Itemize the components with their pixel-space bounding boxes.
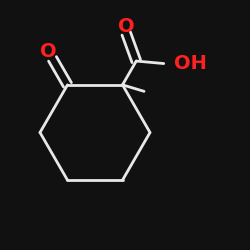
Text: O: O	[40, 42, 57, 62]
Text: O: O	[118, 16, 134, 36]
Text: OH: OH	[174, 54, 207, 73]
